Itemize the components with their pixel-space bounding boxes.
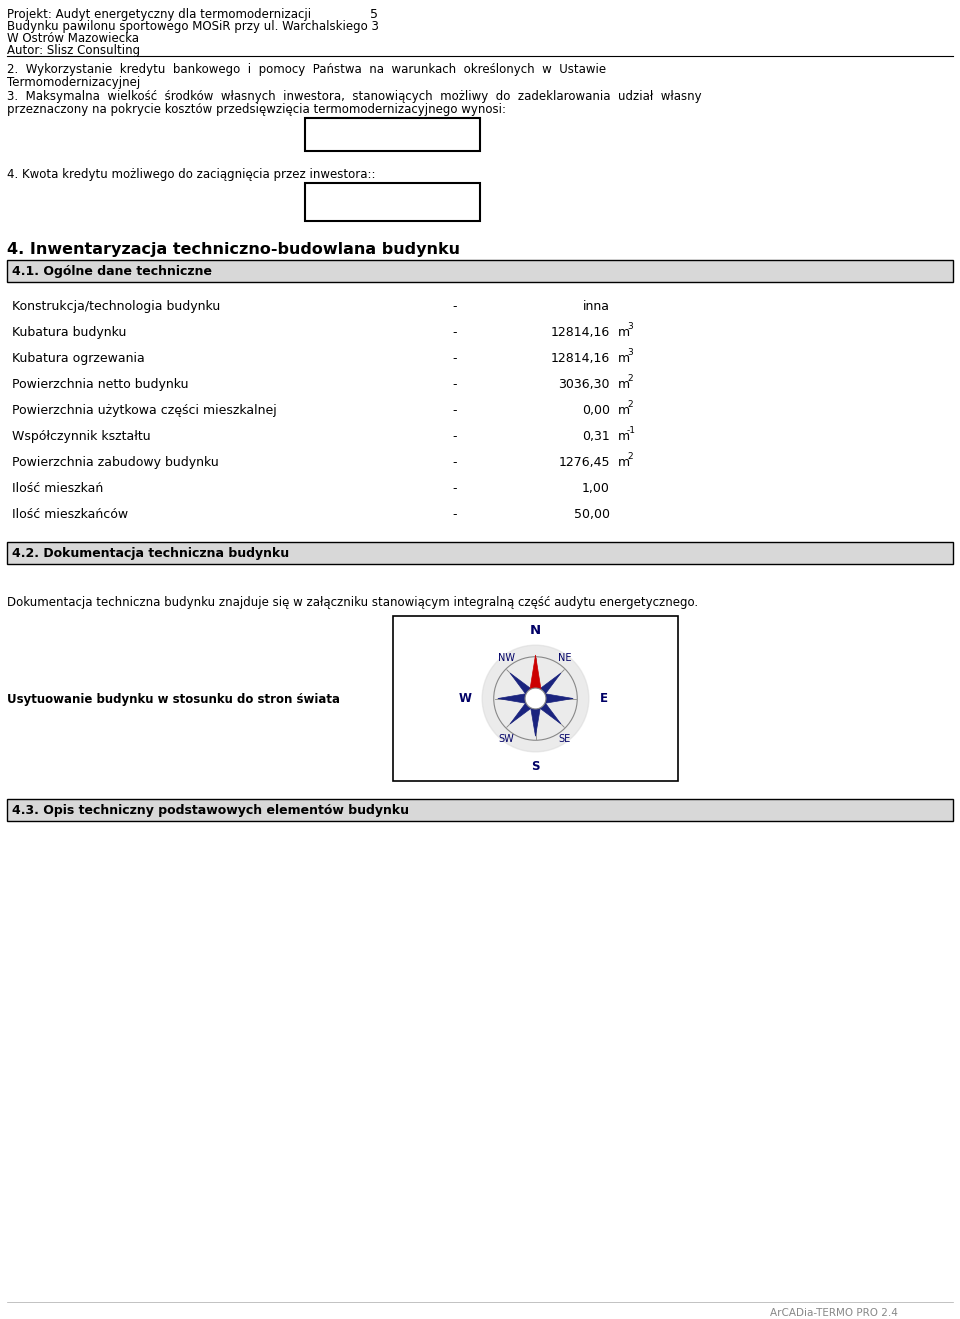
Text: W Ostrów Mazowiecka: W Ostrów Mazowiecka [7,32,139,45]
Bar [393,616,678,781]
Text: m: m [618,430,630,443]
Circle shape [525,689,546,708]
Text: Ilość mieszkańców: Ilość mieszkańców [12,508,128,521]
Text: 3: 3 [627,348,633,357]
Text: 2.  Wykorzystanie  kredytu  bankowego  i  pomocy  Państwa  na  warunkach  określ: 2. Wykorzystanie kredytu bankowego i pom… [7,63,606,77]
Text: NW: NW [498,653,515,662]
Text: ArCADia-TERMO PRO 2.4: ArCADia-TERMO PRO 2.4 [770,1308,898,1318]
Bar [7,799,953,820]
Text: Powierzchnia netto budynku: Powierzchnia netto budynku [12,379,188,390]
Polygon shape [498,692,541,704]
Text: Ilość mieszkań: Ilość mieszkań [12,481,104,495]
Text: Budynku pawilonu sportowego MOSiR przy ul. Warchalskiego 3: Budynku pawilonu sportowego MOSiR przy u… [7,20,379,33]
Text: -1: -1 [627,426,636,435]
Polygon shape [532,695,561,724]
Polygon shape [529,656,542,706]
Text: Konstrukcja/technologia budynku: Konstrukcja/technologia budynku [12,299,220,313]
Text: Kubatura ogrzewania: Kubatura ogrzewania [12,352,145,365]
Text: 0,00: 0,00 [582,404,610,417]
Polygon shape [510,695,540,724]
Text: 3.  Maksymalna  wielkość  środków  własnych  inwestora,  stanowiących  możliwy  : 3. Maksymalna wielkość środków własnych … [7,90,702,103]
Text: Powierzchnia użytkowa części mieszkalnej: Powierzchnia użytkowa części mieszkalnej [12,404,276,417]
Bar [7,260,953,282]
Text: 12814,16: 12814,16 [551,352,610,365]
Text: N: N [530,624,541,637]
Bar [305,183,480,222]
Text: E: E [599,692,608,704]
Text: m: m [618,456,630,470]
Bar [305,117,480,150]
Text: 0,31: 0,31 [583,430,610,443]
Text: 4. Kwota kredytu możliwego do zaciągnięcia przez inwestora::: 4. Kwota kredytu możliwego do zaciągnięc… [7,168,375,181]
Text: 4.1. Ogólne dane techniczne: 4.1. Ogólne dane techniczne [12,265,212,278]
Text: -: - [453,481,457,495]
Text: -: - [453,352,457,365]
Text: 12814,16: 12814,16 [551,326,610,339]
Text: Projekt: Audyt energetyczny dla termomodernizacji: Projekt: Audyt energetyczny dla termomod… [7,8,311,21]
Text: Kubatura budynku: Kubatura budynku [12,326,127,339]
Text: -: - [453,456,457,470]
Text: m: m [618,352,630,365]
Text: -: - [453,430,457,443]
Text: Współczynnik kształtu: Współczynnik kształtu [12,430,151,443]
Polygon shape [532,673,561,702]
Bar [7,542,953,565]
Text: -: - [453,299,457,313]
Text: 3: 3 [627,322,633,331]
Text: 4. Inwentaryzacja techniczno-budowlana budynku: 4. Inwentaryzacja techniczno-budowlana b… [7,241,460,257]
Text: 4.2. Dokumentacja techniczna budynku: 4.2. Dokumentacja techniczna budynku [12,547,289,561]
Polygon shape [530,692,573,704]
Text: m: m [618,326,630,339]
Text: 2: 2 [627,400,633,409]
Text: 1,00: 1,00 [582,481,610,495]
Circle shape [482,645,588,752]
Text: NE: NE [558,653,571,662]
Text: -: - [453,326,457,339]
Text: W: W [459,692,471,704]
Text: 1276,45: 1276,45 [559,456,610,470]
Text: Powierzchnia zabudowy budynku: Powierzchnia zabudowy budynku [12,456,219,470]
Polygon shape [529,692,541,736]
Text: 4.3. Opis techniczny podstawowych elementów budynku: 4.3. Opis techniczny podstawowych elemen… [12,805,409,816]
Polygon shape [510,673,540,702]
Text: 5: 5 [370,8,378,21]
Text: Termomodernizacyjnej: Termomodernizacyjnej [7,77,140,88]
Text: 3036,30: 3036,30 [559,379,610,390]
Text: -: - [453,508,457,521]
Text: Autor: Slisz Consulting: Autor: Slisz Consulting [7,44,140,57]
Text: S: S [531,761,540,773]
Text: przeznaczony na pokrycie kosztów przedsięwzięcia termomodernizacyjnego wynosi:: przeznaczony na pokrycie kosztów przedsi… [7,103,506,116]
Text: SW: SW [498,735,515,744]
Text: inna: inna [583,299,610,313]
Text: 50,00: 50,00 [574,508,610,521]
Text: SE: SE [559,735,570,744]
Text: 2: 2 [627,375,633,383]
Text: Usytuowanie budynku w stosunku do stron świata: Usytuowanie budynku w stosunku do stron … [7,692,340,706]
Text: 2: 2 [627,452,633,462]
Text: -: - [453,379,457,390]
Text: Dokumentacja techniczna budynku znajduje się w załączniku stanowiącym integralną: Dokumentacja techniczna budynku znajduje… [7,596,698,609]
Text: -: - [453,404,457,417]
Text: m: m [618,404,630,417]
Text: m: m [618,379,630,390]
